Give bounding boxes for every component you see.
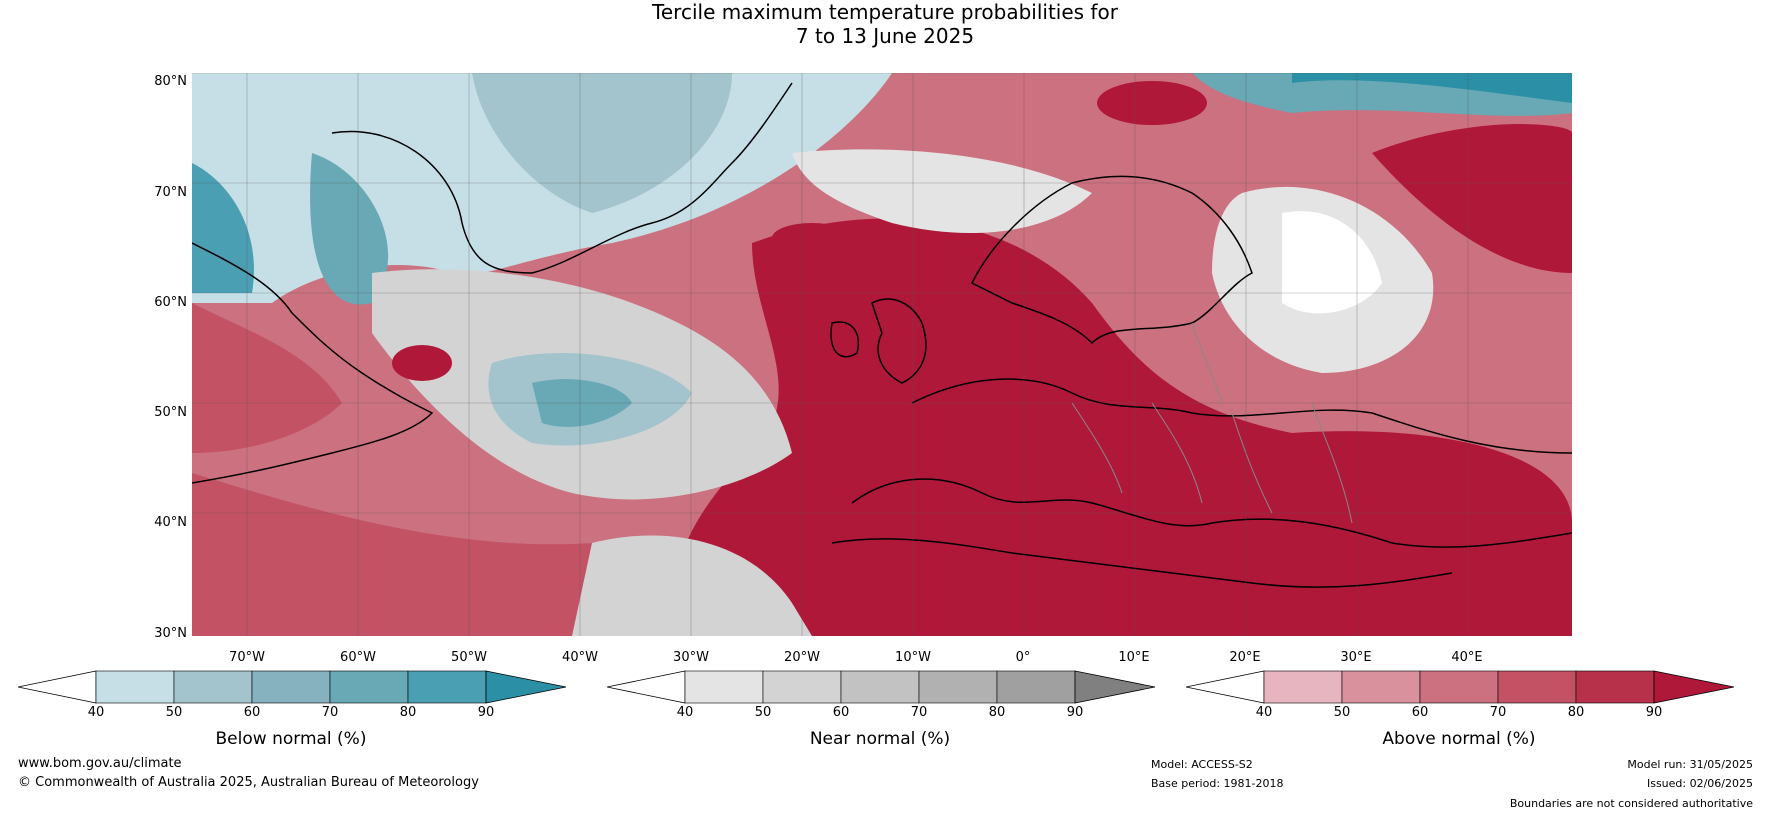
cbar-above-bin-5 xyxy=(1575,670,1655,704)
lon-label-50w: 50°W xyxy=(451,650,487,665)
cbar-near-tick: 50 xyxy=(754,705,772,720)
cbar-below-bin-1 xyxy=(95,670,175,704)
cbar-near-bin-3 xyxy=(840,670,920,704)
footer-model: Model: ACCESS-S2 xyxy=(1151,758,1253,771)
title-line-1: Tercile maximum temperature probabilitie… xyxy=(652,0,1118,24)
lon-label-0: 0° xyxy=(1015,650,1031,665)
cbar-above-low-arrow xyxy=(1186,670,1265,704)
lon-label-40e: 40°E xyxy=(1451,650,1483,665)
cbar-above-tick: 90 xyxy=(1645,705,1663,720)
cbar-above-tick: 60 xyxy=(1411,705,1429,720)
cbar-near-high-arrow xyxy=(1074,670,1156,704)
footer-issued: Issued: 02/06/2025 xyxy=(1646,777,1753,790)
cbar-below-bin-4 xyxy=(329,670,409,704)
cbar-near-bin-4 xyxy=(918,670,998,704)
scandinavia-coast xyxy=(970,175,1253,345)
cbar-below-tick: 40 xyxy=(87,705,105,720)
cbar-near-bin-2 xyxy=(762,670,842,704)
lon-label-20w: 20°W xyxy=(784,650,820,665)
cbar-above-high-arrow xyxy=(1653,670,1735,704)
cbar-above-tick: 50 xyxy=(1333,705,1351,720)
lat-label-70n: 70°N xyxy=(154,185,187,200)
cbar-below-tick: 70 xyxy=(321,705,339,720)
lat-label-80n: 80°N xyxy=(154,74,187,89)
footer-website: www.bom.gov.au/climate xyxy=(18,756,182,771)
mediterranean-coast xyxy=(851,478,1572,548)
cbar-above-bin-3 xyxy=(1419,670,1499,704)
cbar-below-bin-5 xyxy=(407,670,487,704)
title-line-2: 7 to 13 June 2025 xyxy=(795,24,975,48)
cbar-above-tick: 40 xyxy=(1255,705,1273,720)
cbar-below-high-arrow xyxy=(485,670,567,704)
lon-label-30e: 30°E xyxy=(1340,650,1372,665)
cbar-near-tick: 90 xyxy=(1066,705,1084,720)
lat-label-30n: 30°N xyxy=(154,626,187,641)
cbar-below-tick: 80 xyxy=(399,705,417,720)
colorbar-below-normal xyxy=(18,670,567,704)
cbar-below-bin-3 xyxy=(251,670,331,704)
map-svg xyxy=(192,73,1572,636)
lon-label-10e: 10°E xyxy=(1118,650,1150,665)
lon-label-20e: 20°E xyxy=(1229,650,1261,665)
footer-copyright: © Commonwealth of Australia 2025, Austra… xyxy=(18,775,479,790)
cbar-below-bin-2 xyxy=(173,670,253,704)
cbar-near-tick: 40 xyxy=(676,705,694,720)
cbar-above-bin-4 xyxy=(1497,670,1577,704)
greenland-coast xyxy=(331,82,793,274)
chart-title: Tercile maximum temperature probabilitie… xyxy=(0,0,1770,48)
lon-label-70w: 70°W xyxy=(229,650,265,665)
graticule xyxy=(192,73,1572,636)
cbar-near-tick: 80 xyxy=(988,705,1006,720)
lat-label-40n: 40°N xyxy=(154,515,187,530)
cbar-below-tick: 90 xyxy=(477,705,495,720)
cbar-below-title: Below normal (%) xyxy=(215,729,367,749)
north-america-coast xyxy=(192,242,434,484)
cbar-near-low-arrow xyxy=(607,670,686,704)
north-africa-coast xyxy=(831,538,1453,588)
footer-model-run: Model run: 31/05/2025 xyxy=(1627,758,1753,771)
europe-coast xyxy=(911,378,1572,454)
cbar-near-bin-5 xyxy=(996,670,1076,704)
footer-base-period: Base period: 1981-2018 xyxy=(1151,777,1284,790)
cbar-above-title: Above normal (%) xyxy=(1382,729,1536,749)
footer-disclaimer: Boundaries are not considered authoritat… xyxy=(1509,797,1753,810)
lon-label-40w: 40°W xyxy=(562,650,598,665)
cbar-near-bin-1 xyxy=(684,670,764,704)
colorbar-above-normal xyxy=(1186,670,1735,704)
lon-label-30w: 30°W xyxy=(673,650,709,665)
strong-above-region xyxy=(670,218,1572,636)
colorbar-near-normal xyxy=(607,670,1156,704)
cbar-below-low-arrow xyxy=(18,670,97,704)
cbar-below-tick: 60 xyxy=(243,705,261,720)
lon-label-60w: 60°W xyxy=(340,650,376,665)
lat-label-60n: 60°N xyxy=(154,295,187,310)
british-isles-coast xyxy=(871,298,927,384)
cbar-near-tick: 70 xyxy=(910,705,928,720)
lon-label-10w: 10°W xyxy=(895,650,931,665)
cbar-near-tick: 60 xyxy=(832,705,850,720)
probability-map xyxy=(192,73,1572,636)
cbar-below-tick: 50 xyxy=(165,705,183,720)
cbar-above-tick: 70 xyxy=(1489,705,1507,720)
lat-label-50n: 50°N xyxy=(154,405,187,420)
cbar-above-tick: 80 xyxy=(1567,705,1585,720)
cbar-near-title: Near normal (%) xyxy=(809,729,951,749)
cbar-above-bin-2 xyxy=(1341,670,1421,704)
cbar-above-bin-1 xyxy=(1263,670,1343,704)
